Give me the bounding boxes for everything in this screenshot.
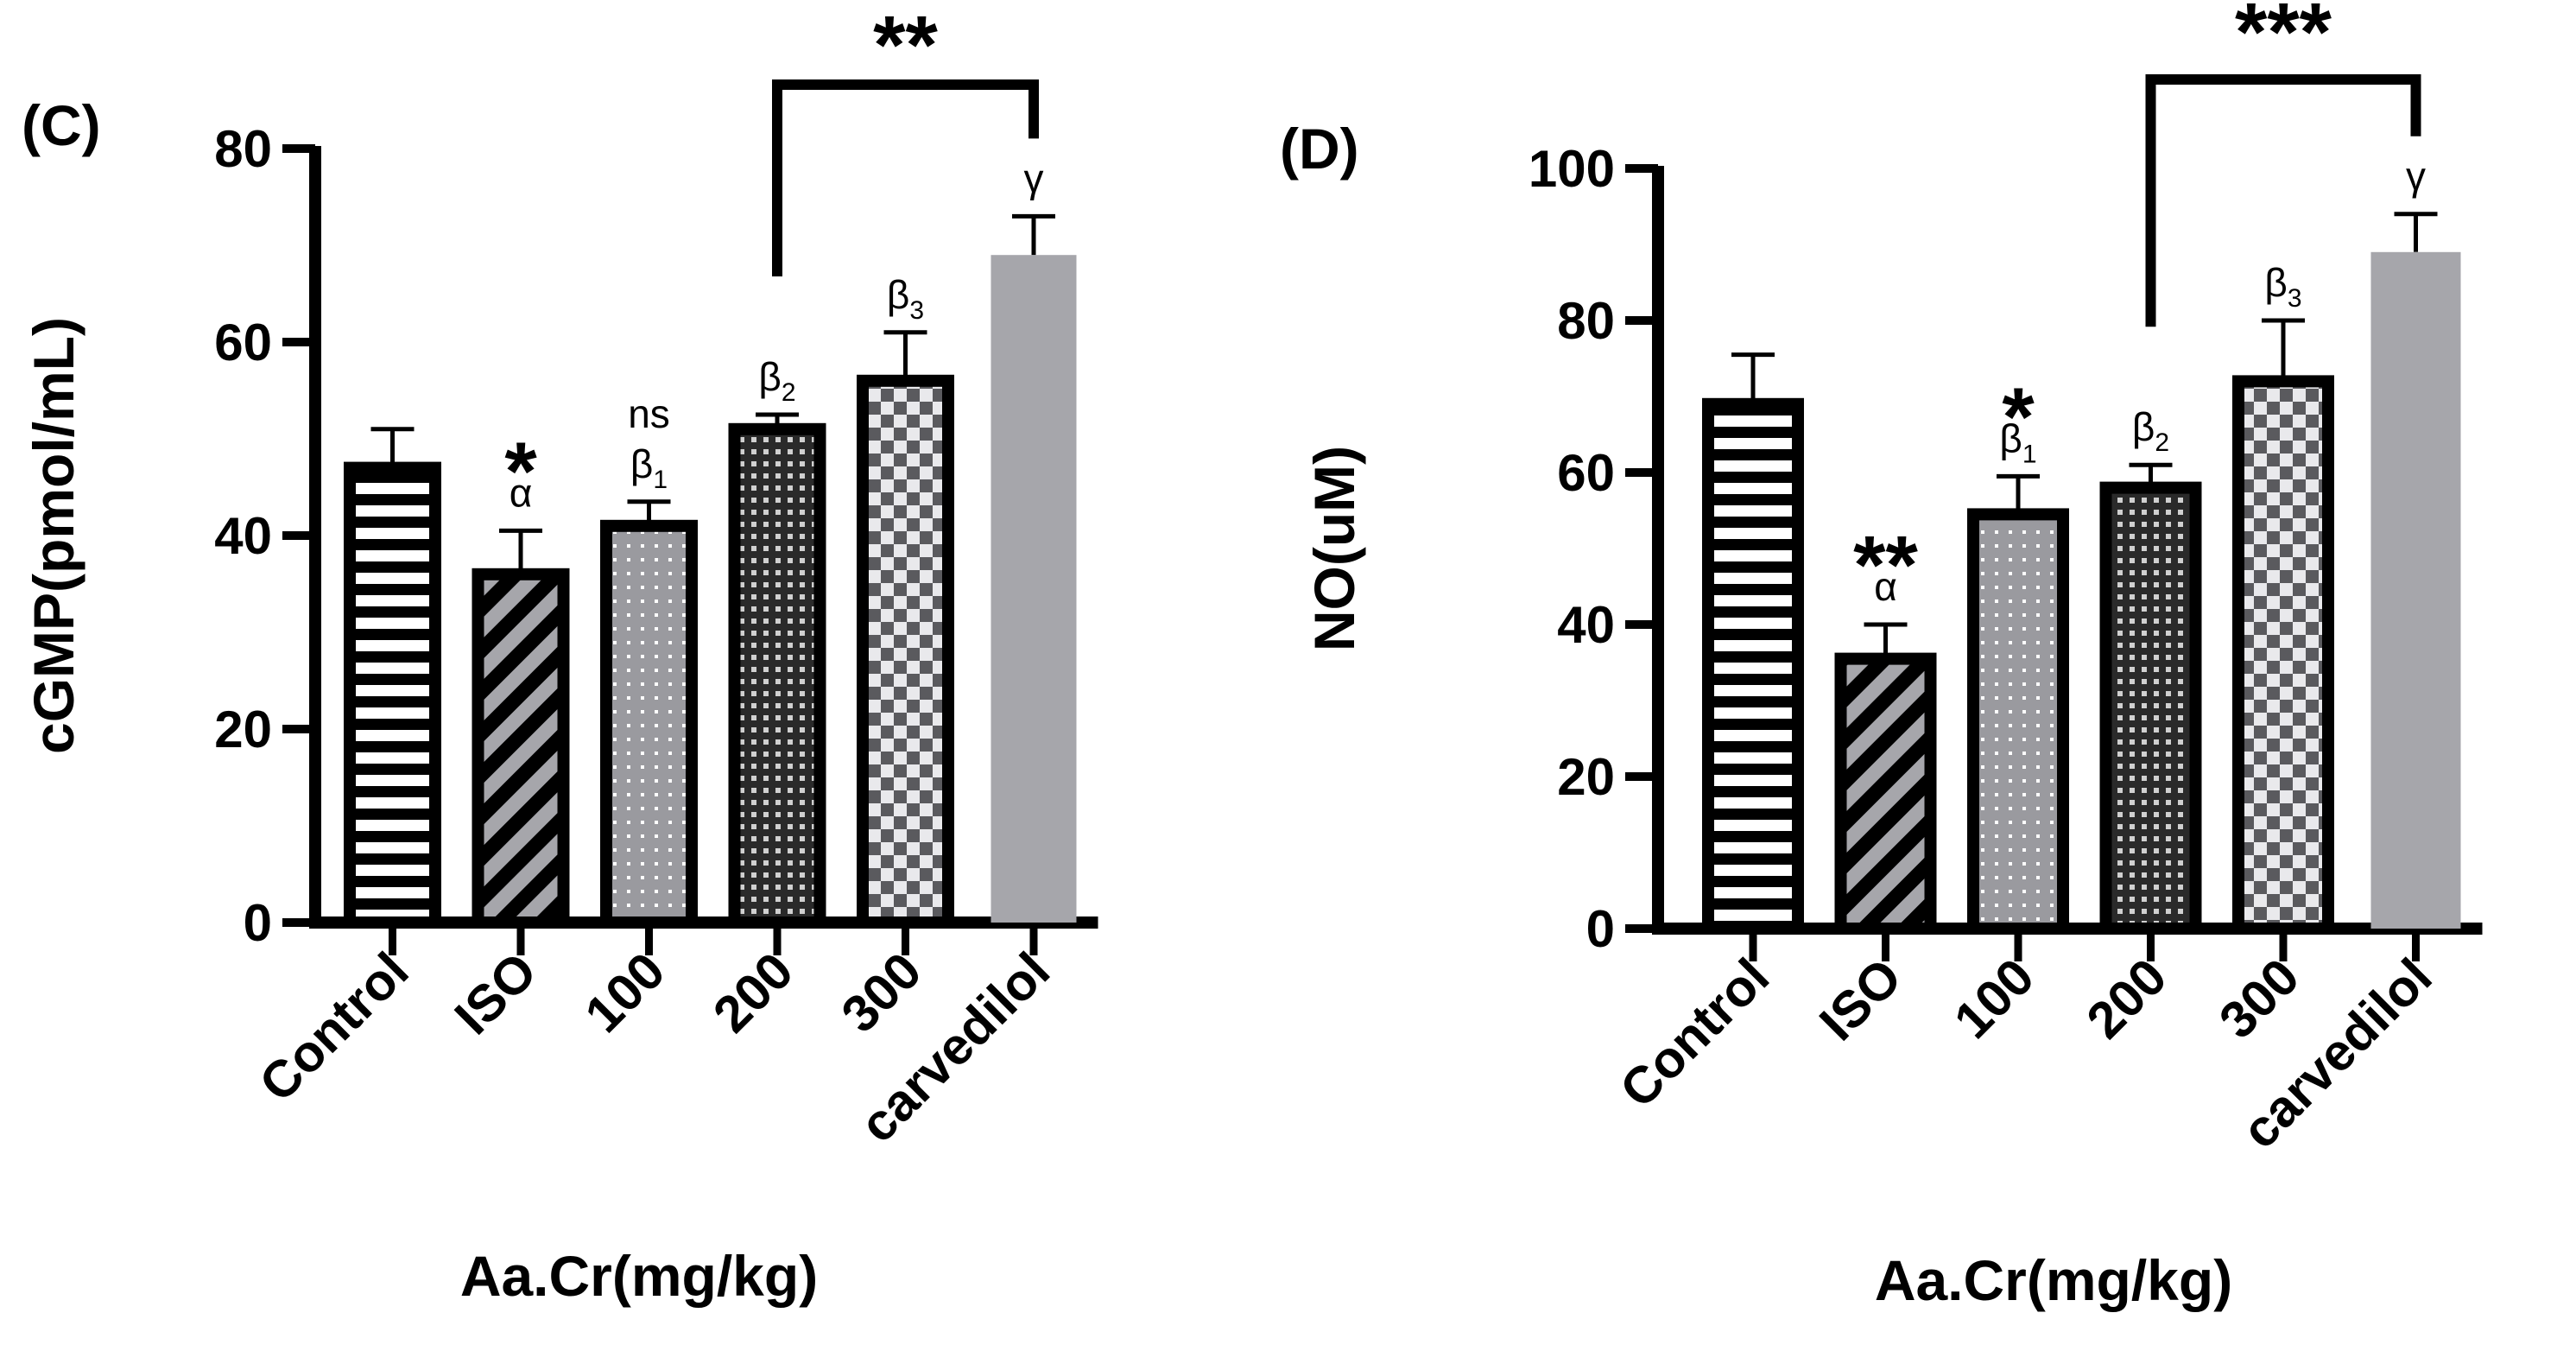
significance-greek: γ	[2406, 154, 2426, 199]
x-category-label: 200	[702, 942, 804, 1043]
x-category-label: ISO	[1808, 948, 1912, 1051]
bar-iso	[1834, 652, 1937, 935]
y-tick-label: 60	[1557, 444, 1615, 502]
x-category-label: ISO	[444, 942, 547, 1045]
bar-300	[857, 374, 954, 929]
significance-symbol: β3	[887, 272, 924, 325]
significance-symbol: α	[510, 470, 533, 515]
significance-greek: β	[887, 272, 909, 317]
bracket-stars: ***	[2235, 0, 2332, 79]
x-category-label: Control	[1609, 948, 1780, 1119]
significance-subscript: 2	[782, 378, 796, 407]
bar-100	[1967, 508, 2069, 936]
y-tick-label: 80	[1557, 292, 1615, 350]
x-category-label: 100	[574, 942, 676, 1043]
y-tick-label: 0	[1586, 900, 1615, 958]
significance-subscript: 3	[909, 296, 924, 325]
x-category-label: 300	[831, 942, 933, 1043]
bracket-stars: **	[873, 0, 938, 92]
significance-greek: β	[1999, 415, 2022, 460]
significance-subscript: 3	[2288, 284, 2302, 313]
y-axis-title: NO(uM)	[1302, 446, 1366, 651]
x-category-label: 300	[2208, 948, 2310, 1050]
y-axis-title: cGMP(pmol/mL)	[22, 317, 85, 754]
significance-greek: α	[510, 470, 533, 515]
bar-carvedilol	[991, 255, 1077, 923]
y-tick-label: 40	[1557, 596, 1615, 654]
significance-subscript: 1	[2022, 440, 2037, 468]
y-tick-label: 20	[1557, 748, 1615, 806]
significance-symbol: β3	[2264, 260, 2301, 313]
bar-carvedilol	[2370, 251, 2461, 929]
ns-label: ns	[628, 391, 670, 436]
significance-bracket	[2145, 74, 2421, 327]
y-tick-label: 60	[214, 314, 272, 371]
significance-symbol: γ	[1024, 155, 1044, 200]
significance-greek: α	[1874, 564, 1897, 609]
y-tick-label: 40	[214, 507, 272, 565]
y-tick-label: 80	[214, 120, 272, 178]
bar-100	[600, 519, 698, 929]
x-axis-title: Aa.Cr(mg/kg)	[1875, 1248, 2232, 1312]
significance-symbol: β1	[1999, 415, 2036, 468]
bar-control	[344, 461, 441, 929]
significance-greek: β	[2264, 260, 2287, 305]
significance-symbol: β2	[758, 354, 795, 407]
significance-stars: **	[1853, 519, 1918, 612]
panel-label: (D)	[1280, 117, 1359, 181]
x-category-label: 200	[2076, 948, 2178, 1050]
significance-greek: γ	[1024, 155, 1044, 200]
significance-symbol: β1	[630, 441, 668, 494]
bar-200	[728, 422, 826, 929]
bar-300	[2232, 375, 2334, 935]
bar-control	[1702, 397, 1804, 935]
x-category-label: Control	[249, 942, 420, 1113]
significance-symbol: β2	[2132, 404, 2169, 457]
x-axis-title: Aa.Cr(mg/kg)	[460, 1244, 818, 1308]
significance-subscript: 2	[2155, 428, 2169, 457]
x-category-label: 100	[1943, 948, 2045, 1050]
bar-200	[2099, 481, 2202, 935]
bar-iso	[472, 568, 570, 929]
significance-symbol: α	[1874, 564, 1897, 609]
y-tick-label: 20	[214, 701, 272, 758]
y-tick-label: 0	[244, 894, 272, 952]
significance-stars: *	[504, 425, 537, 517]
significance-stars: *	[2002, 371, 2035, 463]
significance-greek: β	[630, 441, 653, 486]
y-tick-label: 100	[1529, 140, 1615, 198]
significance-bracket	[772, 79, 1039, 276]
significance-greek: β	[758, 354, 781, 399]
significance-symbol: γ	[2406, 154, 2426, 199]
significance-subscript: 1	[653, 466, 668, 494]
significance-greek: β	[2132, 404, 2155, 449]
panel-label: (C)	[22, 93, 101, 157]
